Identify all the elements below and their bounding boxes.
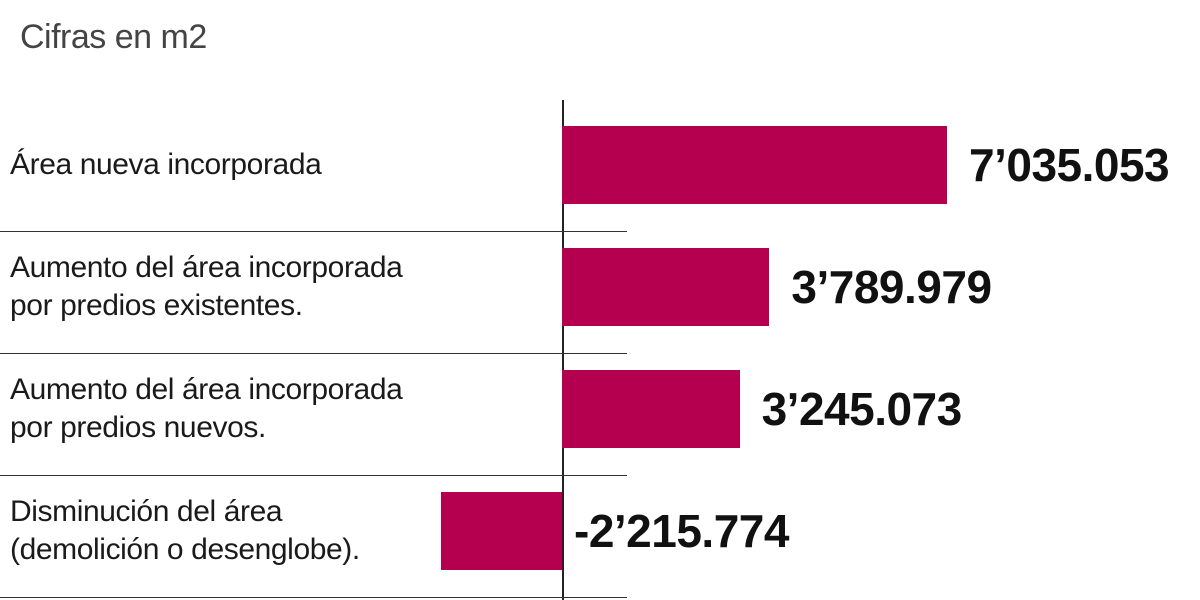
value-label: 3’245.073	[761, 383, 963, 435]
zero-axis-line	[562, 100, 564, 600]
category-label: Disminución del área (demolición o deseng…	[10, 493, 550, 569]
row-separator	[0, 597, 627, 598]
category-label-line: (demolición o desenglobe).	[10, 533, 360, 566]
bar	[440, 492, 562, 570]
category-label-line: Área nueva incorporada	[10, 148, 322, 181]
category-label: Área nueva incorporada	[10, 146, 550, 184]
category-label-line: Disminución del área	[10, 495, 283, 528]
row-separator	[0, 231, 627, 232]
category-label-line: por predios existentes.	[10, 289, 303, 322]
category-label-line: por predios nuevos.	[10, 411, 266, 444]
row-separator	[0, 475, 627, 476]
category-label-line: Aumento del área incorporada	[10, 373, 403, 406]
value-label: 3’789.979	[791, 261, 992, 313]
bar	[562, 370, 740, 448]
value-label: 7’035.053	[969, 139, 1170, 191]
row-separator	[0, 353, 627, 354]
category-label-line: Aumento del área incorporada	[10, 251, 403, 284]
bar	[562, 126, 947, 204]
category-label: Aumento del área incorporada por predios …	[10, 371, 550, 447]
chart-subtitle: Cifras en m2	[20, 18, 207, 56]
value-label: -2’215.774	[574, 505, 789, 557]
category-label: Aumento del área incorporada por predios …	[10, 249, 550, 325]
bar	[562, 248, 770, 326]
